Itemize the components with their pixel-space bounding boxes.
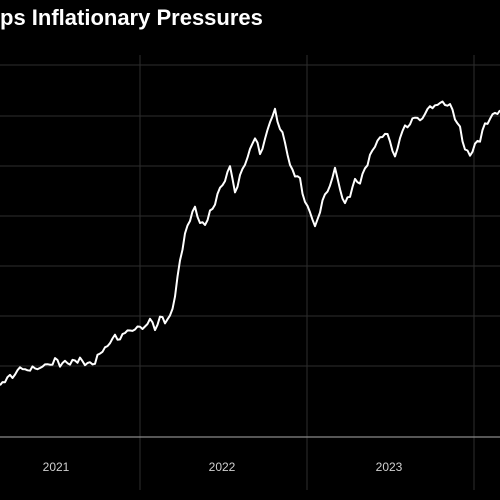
grid: [0, 55, 500, 490]
x-tick-label-2023: 2023: [376, 460, 403, 474]
x-tick-labels: 2021 2022 2023: [43, 460, 403, 474]
chart-title: ps Inflationary Pressures: [0, 5, 263, 30]
x-tick-label-2021: 2021: [43, 460, 70, 474]
series-line-0: [0, 100, 500, 386]
x-tick-label-2022: 2022: [209, 460, 236, 474]
series-line-group: [0, 100, 500, 386]
